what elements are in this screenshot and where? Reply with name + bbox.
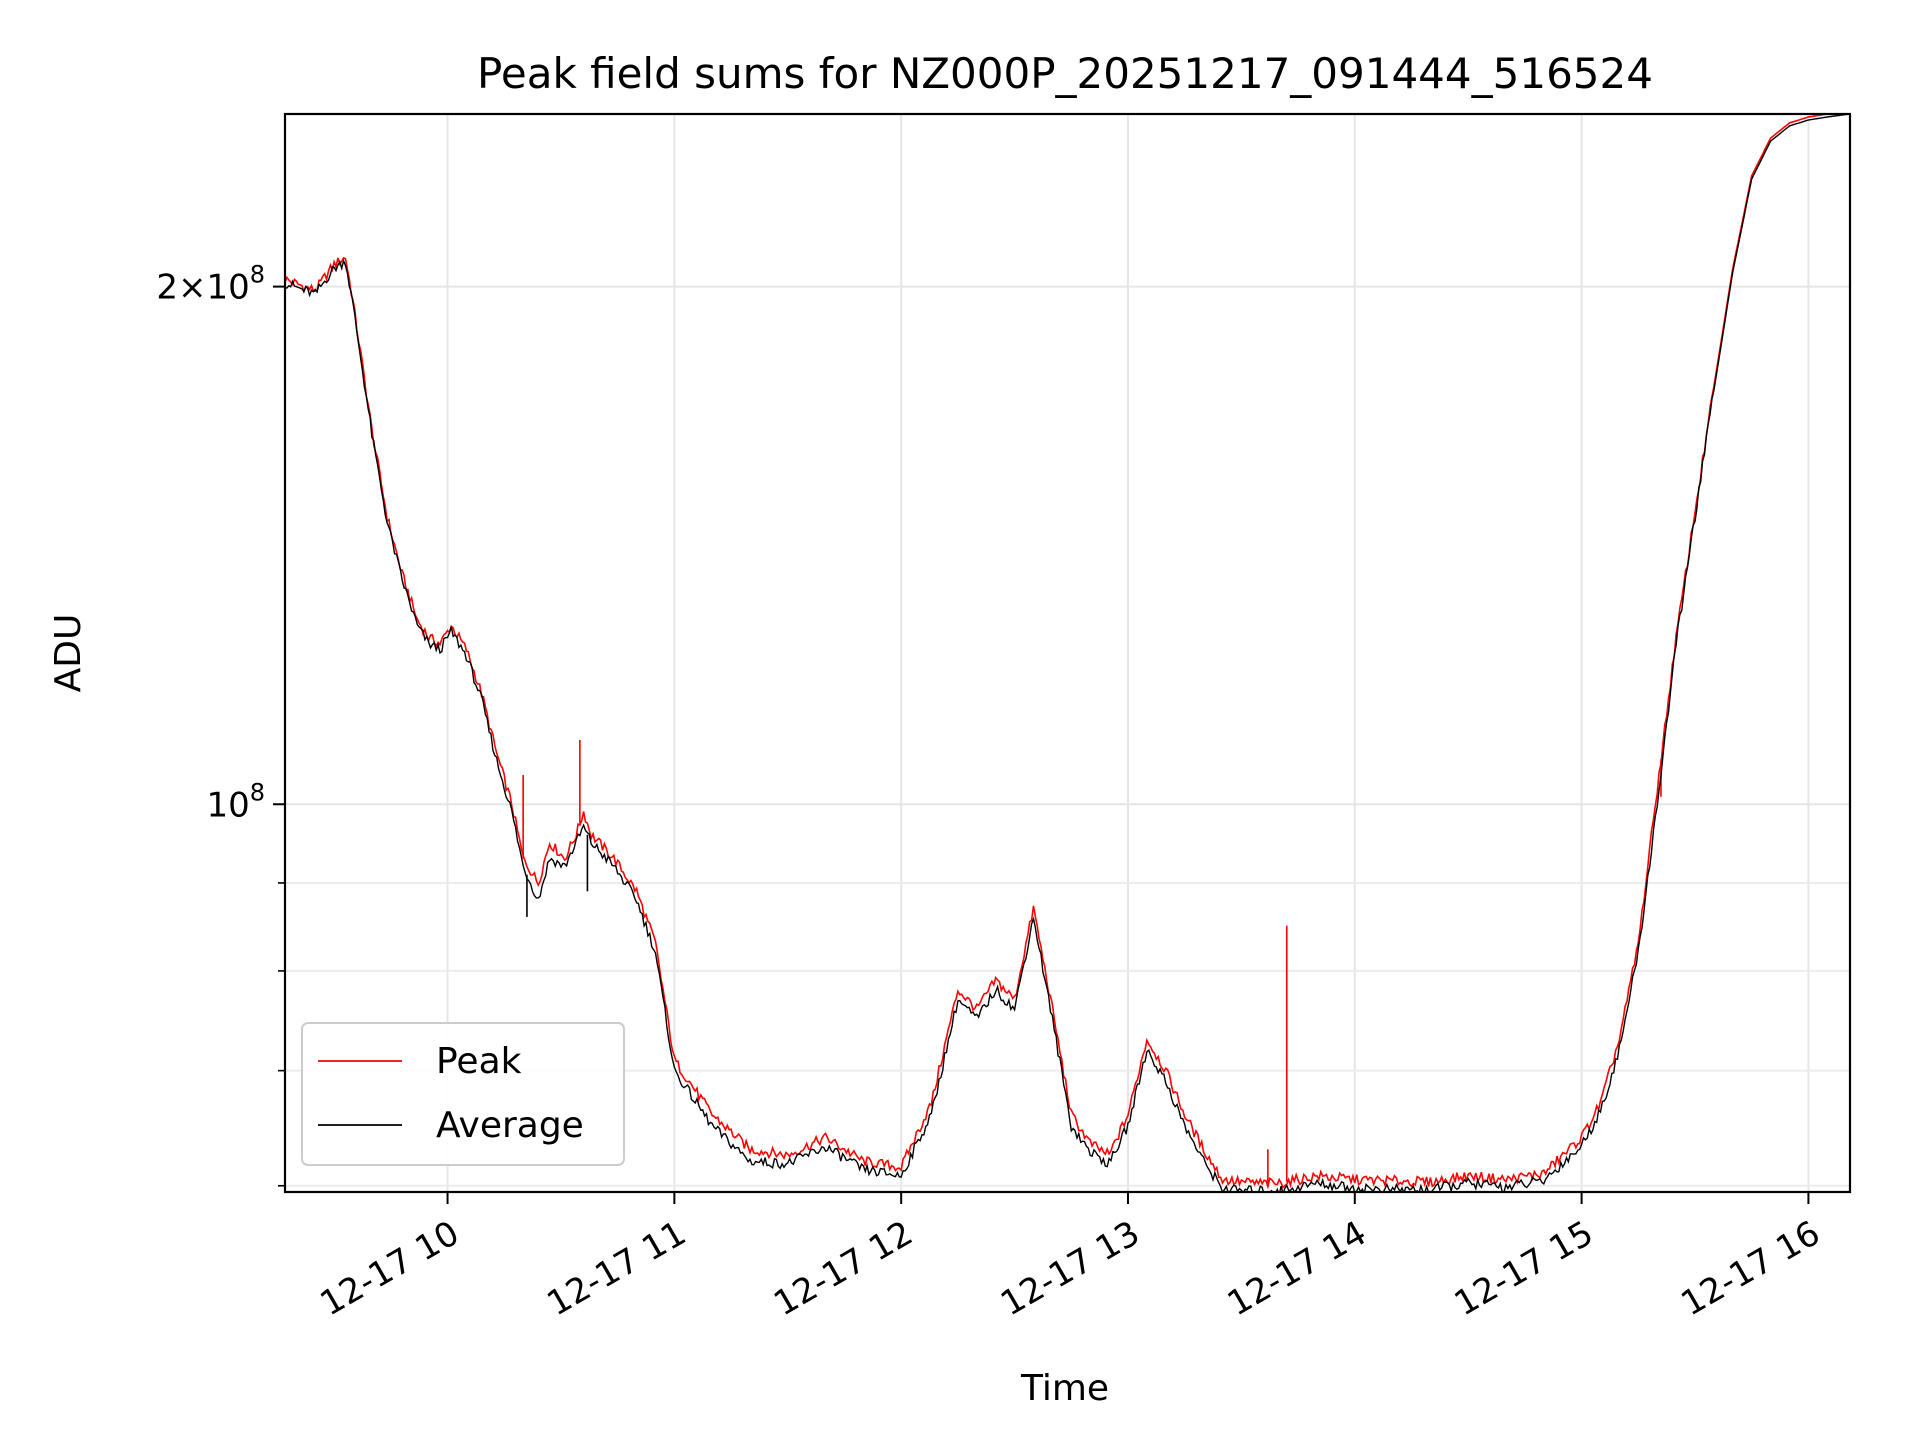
legend-label-average: Average	[436, 1105, 584, 1146]
chart-title: Peak field sums for NZ000P_20251217_0914…	[477, 49, 1653, 98]
legend: Peak Average	[301, 1022, 625, 1166]
x-axis-label: Time	[1020, 1368, 1109, 1409]
y-tick-label: 108	[206, 778, 265, 825]
y-tick-label: 2×108	[156, 261, 265, 308]
axes-frame	[283, 112, 1852, 1194]
series-line-average	[285, 114, 1850, 1192]
plot-area	[285, 114, 1850, 1192]
legend-label-peak: Peak	[436, 1041, 522, 1082]
legend-box	[301, 1022, 625, 1166]
y-axis-label: ADU	[48, 614, 89, 693]
